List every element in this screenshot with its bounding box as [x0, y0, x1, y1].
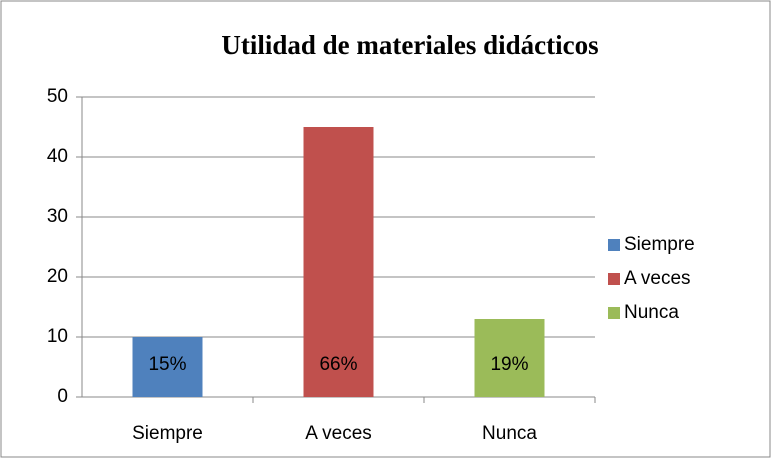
y-tick-label: 10 — [47, 326, 68, 347]
y-tick-label: 20 — [47, 266, 68, 287]
data-label: 15% — [148, 354, 186, 375]
y-tick-label: 40 — [47, 146, 68, 167]
legend-swatch — [608, 239, 620, 251]
y-tick-label: 50 — [47, 86, 68, 107]
legend-label: A veces — [624, 268, 691, 289]
bar — [132, 337, 203, 397]
chart-title: Utilidad de materiales didácticos — [221, 30, 598, 60]
data-label: 19% — [490, 354, 528, 375]
legend-label: Nunca — [624, 302, 679, 323]
legend-swatch — [608, 273, 620, 285]
bar — [474, 319, 545, 397]
data-label: 66% — [319, 354, 357, 375]
bar — [303, 127, 374, 397]
legend-label: Siempre — [624, 234, 695, 255]
y-tick-label: 30 — [47, 206, 68, 227]
x-tick-label: Siempre — [132, 423, 203, 444]
legend-swatch — [608, 307, 620, 319]
x-tick-label: Nunca — [482, 423, 537, 444]
x-tick-label: A veces — [305, 423, 372, 444]
y-tick-label: 0 — [57, 386, 68, 407]
